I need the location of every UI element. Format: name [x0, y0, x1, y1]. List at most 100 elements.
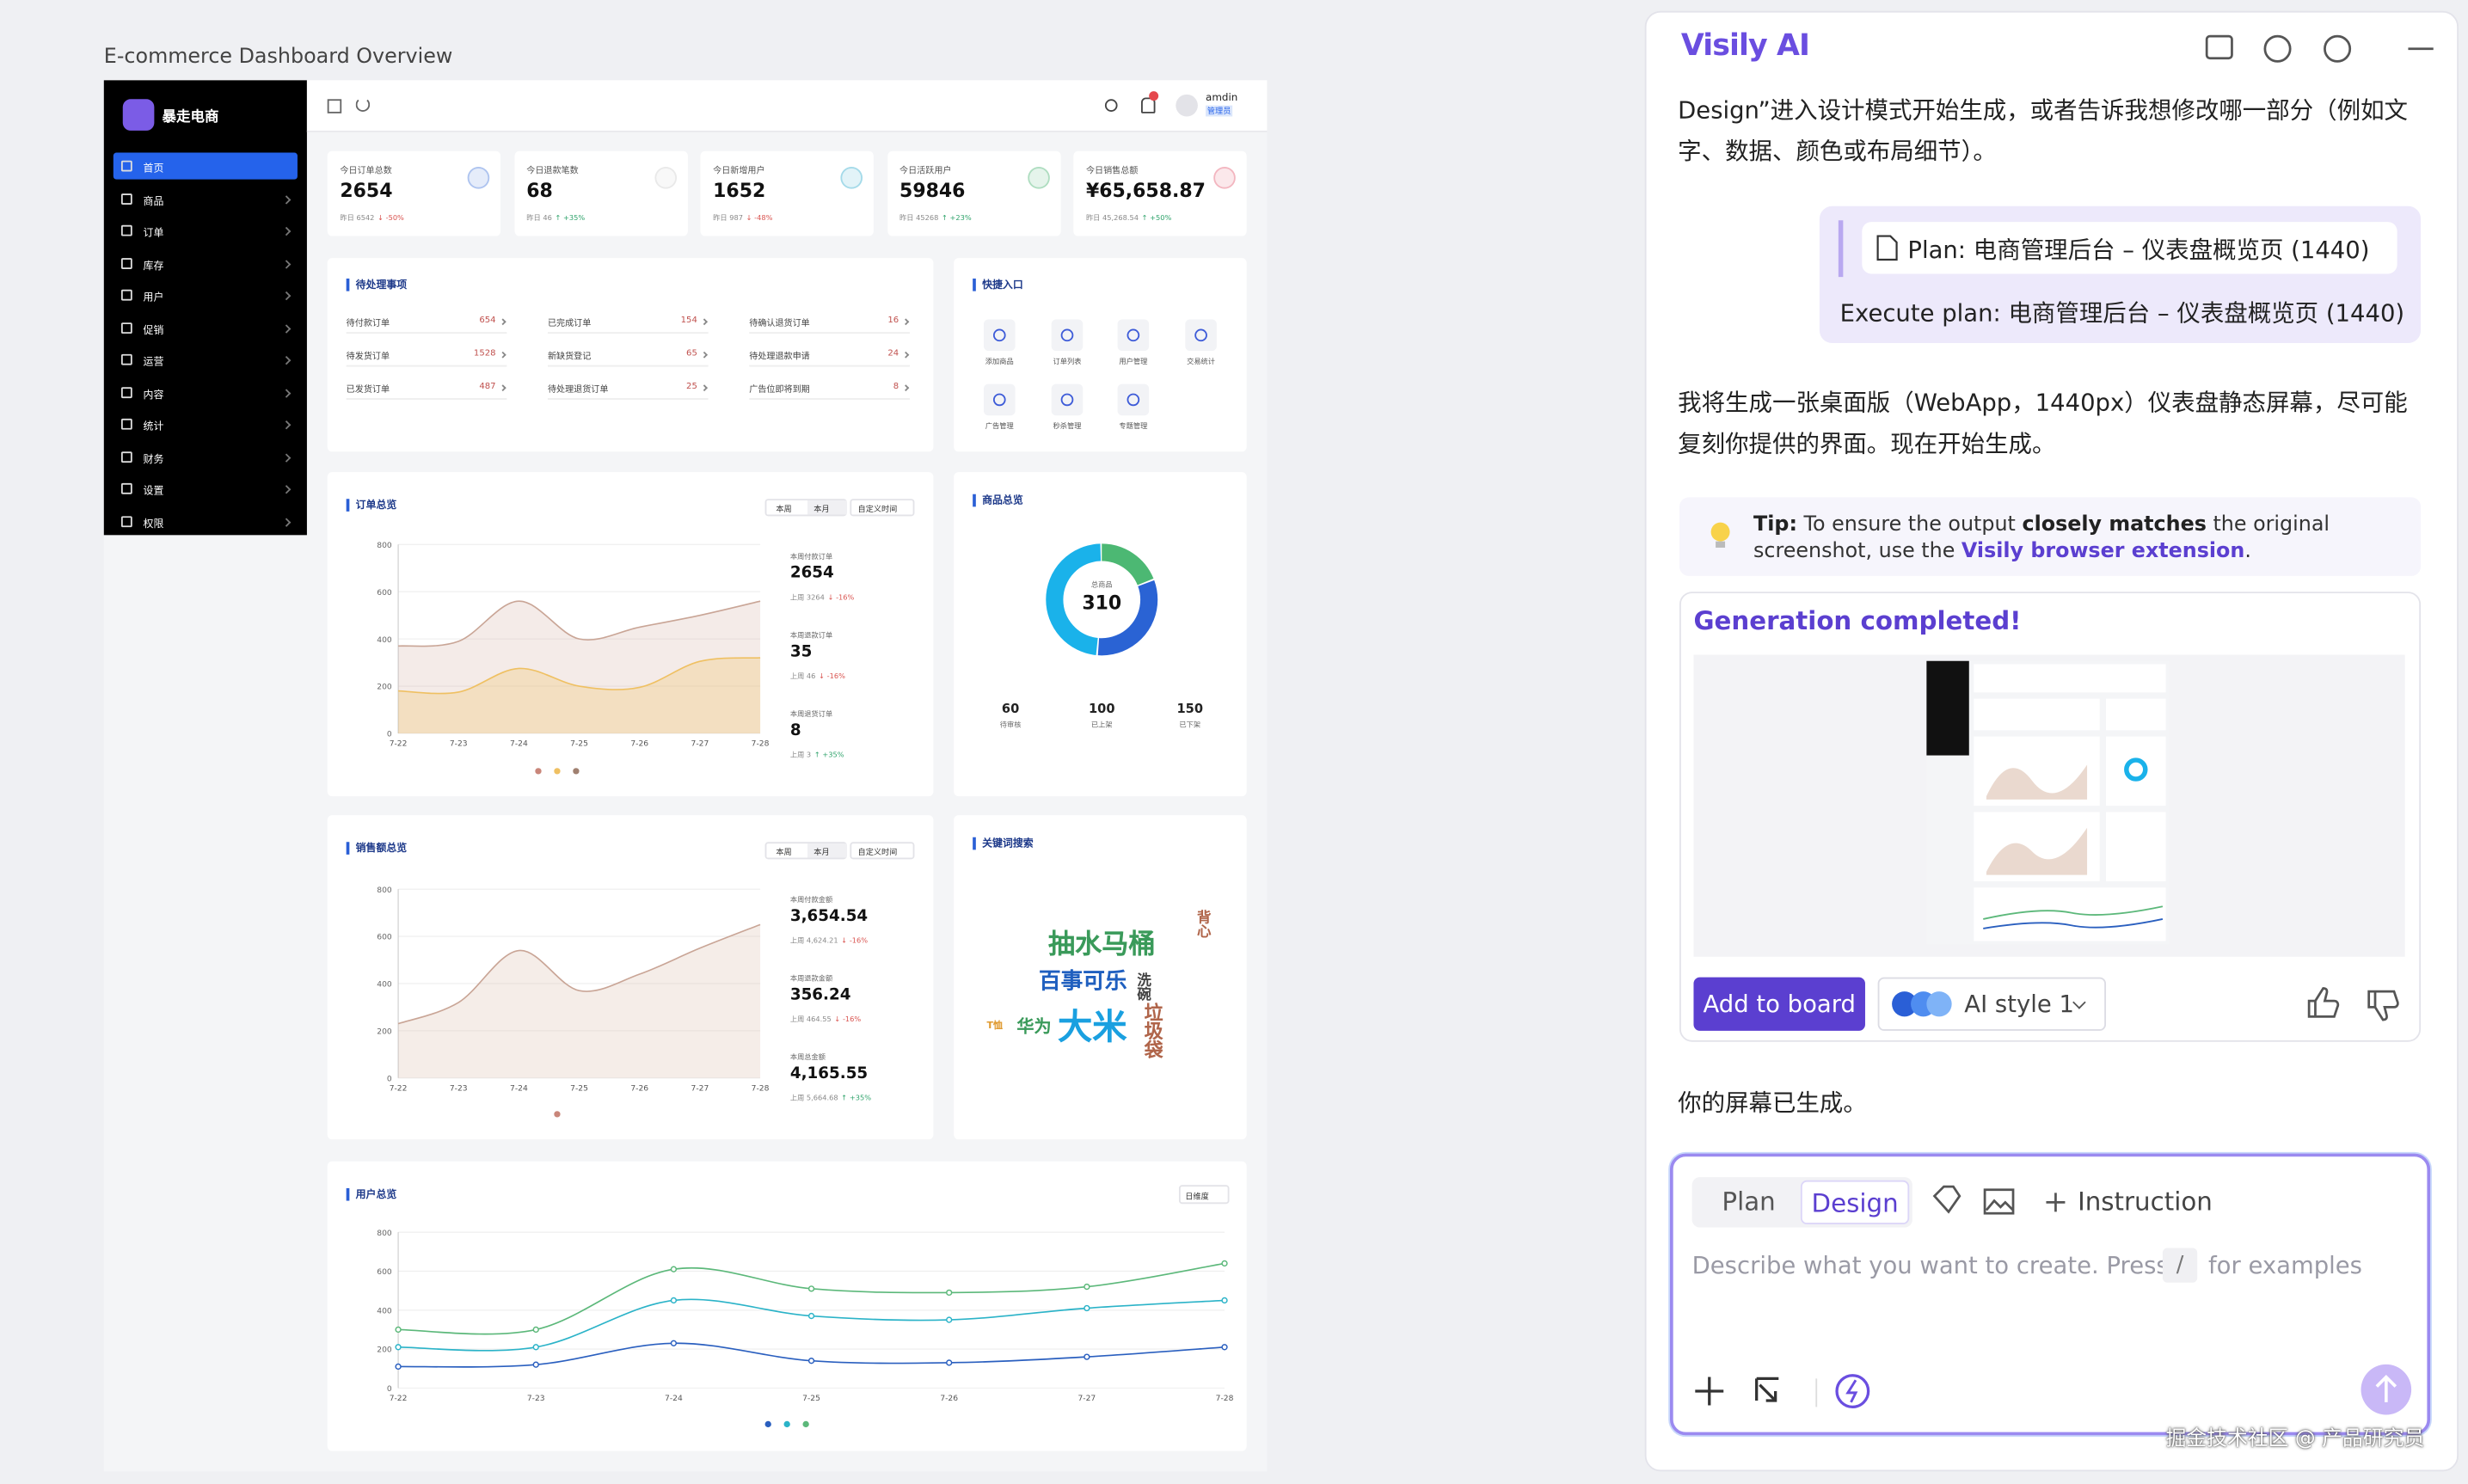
quick-label: 用户管理	[1119, 359, 1148, 367]
summary-value: 356.24	[789, 986, 851, 1004]
todo-item[interactable]: 待确认退货订单 16	[749, 316, 910, 334]
y-tick-label: 600	[377, 589, 392, 598]
new-chat-icon[interactable]	[2205, 34, 2233, 60]
card-title: 待处理事项	[346, 278, 407, 291]
menu-item[interactable]: 首页	[113, 152, 298, 180]
todo-item[interactable]: 待处理退款申请 24	[749, 349, 910, 367]
send-button[interactable]	[2360, 1363, 2413, 1416]
extension-link[interactable]: Visily browser extension	[1961, 539, 2245, 564]
dimension-select[interactable]: 日维度	[1178, 1185, 1230, 1205]
todo-label: 待发货订单	[346, 352, 390, 362]
tip-part: closely matches	[2022, 512, 2207, 537]
menu-item[interactable]: 商品	[114, 185, 298, 212]
segment-name: 已上架	[1090, 722, 1113, 731]
stat-value: 2654	[340, 179, 393, 202]
menu-label: 用户	[143, 291, 164, 304]
keywords-card: 关键词搜索 抽水马桶 百事可乐 大米 华为 T恤 垃圾袋 洗碗 背心	[954, 815, 1247, 1140]
thumbs-down[interactable]	[2367, 990, 2399, 1021]
menu-item[interactable]: 权限	[114, 507, 298, 534]
menu-icon	[120, 451, 132, 463]
menu-item[interactable]: 库存	[114, 249, 298, 276]
attach-icon[interactable]	[1695, 1377, 1724, 1406]
toggle-option[interactable]: 本月	[813, 505, 830, 515]
avatar[interactable]	[1176, 94, 1198, 117]
history-icon[interactable]	[2263, 34, 2292, 63]
help-icon[interactable]	[2324, 34, 2352, 63]
quick-icon[interactable]	[983, 383, 1016, 416]
custom-range[interactable]: 自定义时间	[850, 842, 915, 860]
refresh-icon[interactable]	[355, 97, 371, 112]
segment-value: 100	[1088, 702, 1115, 716]
quick-icon[interactable]	[1051, 383, 1084, 416]
quick-icon[interactable]	[1117, 383, 1150, 416]
stat-compare: 昨日 6542 ↓ -50%	[340, 215, 404, 224]
y-tick-label: 0	[387, 1385, 392, 1394]
image-icon[interactable]	[1983, 1188, 2015, 1215]
style-select[interactable]	[1877, 977, 2107, 1031]
x-tick-label: 7-28	[752, 1084, 770, 1093]
chevron	[281, 291, 292, 301]
point	[1084, 1304, 1090, 1312]
summary-value: 4,165.55	[789, 1065, 869, 1083]
select-icon[interactable]	[1755, 1377, 1779, 1402]
plan-tab[interactable]: Plan	[1722, 1187, 1776, 1217]
todo-item[interactable]: 待发货订单 1528	[346, 349, 507, 367]
todo-count: 65	[686, 349, 697, 359]
screen-thumbnail[interactable]	[1693, 654, 2405, 957]
legend-dot	[554, 768, 561, 775]
menu-item[interactable]: 设置	[114, 475, 298, 502]
menu-item[interactable]: 运营	[114, 346, 298, 373]
menu-item[interactable]: 促销	[114, 314, 298, 340]
quick-icon[interactable]	[983, 319, 1016, 352]
thumbs-up[interactable]	[2307, 987, 2340, 1018]
line	[398, 600, 761, 647]
chevron	[499, 351, 506, 359]
toggle-option[interactable]: 本月	[813, 848, 830, 858]
card-title: 快捷入口	[973, 278, 1023, 291]
segment-value: 150	[1176, 702, 1204, 716]
quick-label: 广告管理	[985, 423, 1014, 432]
summary-label: 本周总金额	[789, 1054, 826, 1063]
menu-item[interactable]: 统计	[114, 411, 298, 438]
quick-icon[interactable]	[1117, 319, 1150, 352]
menu-item[interactable]: 订单	[114, 218, 298, 244]
stat-change: ↓ -50%	[378, 215, 404, 224]
x-tick-label: 7-27	[691, 740, 709, 749]
summary-label: 本周退款订单	[789, 632, 833, 641]
todo-item[interactable]: 新缺货登记 65	[547, 349, 709, 367]
quick-icon[interactable]	[1185, 319, 1217, 352]
enhance-icon[interactable]	[1835, 1374, 1870, 1408]
quick-icon[interactable]	[1051, 319, 1084, 352]
instruction-button[interactable]: Instruction	[2078, 1187, 2213, 1217]
menu-item[interactable]: 内容	[114, 378, 298, 405]
todo-label: 待处理退货订单	[547, 385, 609, 396]
custom-range[interactable]: 自定义时间	[850, 499, 915, 517]
style-icon[interactable]	[1932, 1185, 1962, 1214]
todo-item[interactable]: 待处理退货订单 25	[547, 383, 709, 400]
todo-item[interactable]: 已发货订单 487	[346, 383, 507, 400]
x-tick-label: 7-27	[691, 1084, 709, 1093]
bell-icon[interactable]	[1141, 97, 1156, 113]
todo-item[interactable]: 待付款订单 654	[346, 316, 507, 334]
add-to-board-button[interactable]: Add to board	[1693, 977, 1865, 1031]
stat-label: 今日新增用户	[713, 167, 765, 176]
search-icon[interactable]	[1104, 99, 1118, 112]
todo-item[interactable]: 广告位即将到期 8	[749, 383, 910, 400]
point	[395, 1344, 402, 1351]
menu-item[interactable]: 用户	[114, 282, 298, 309]
toggle-option[interactable]: 本周	[776, 848, 792, 858]
chevron	[281, 226, 292, 236]
point	[1221, 1344, 1228, 1351]
plan-chip[interactable]	[1862, 222, 2397, 274]
menu-icon	[120, 322, 132, 334]
x-tick-label: 7-28	[1216, 1395, 1234, 1403]
stat-icon	[840, 167, 863, 189]
design-tab[interactable]: Design	[1800, 1180, 1910, 1225]
todo-item[interactable]: 已完成订单 154	[547, 316, 709, 334]
card-title: 用户总览	[346, 1187, 396, 1201]
apps-icon[interactable]	[327, 99, 342, 113]
toggle-option[interactable]: 本周	[776, 505, 792, 515]
menu-item[interactable]: 财务	[114, 443, 298, 469]
chevron	[281, 259, 292, 268]
period-toggle: 本周 本月	[764, 842, 847, 860]
